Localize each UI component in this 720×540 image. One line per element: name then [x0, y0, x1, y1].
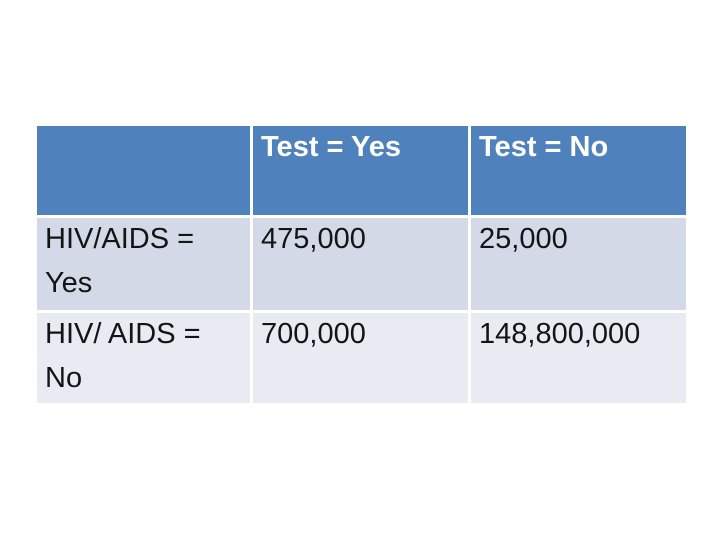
cell-hiv-yes-test-no: 25,000 — [471, 218, 686, 310]
row-header-hiv-yes: HIV/AIDS = Yes — [37, 218, 250, 310]
header-cell-empty — [37, 126, 250, 215]
cell-hiv-yes-test-yes: 475,000 — [253, 218, 468, 310]
row-header-hiv-no: HIV/ AIDS = No — [37, 313, 250, 403]
cell-hiv-no-test-no: 148,800,000 — [471, 313, 686, 403]
header-cell-test-no: Test = No — [471, 126, 686, 215]
contingency-table: Test = Yes Test = No HIV/AIDS = Yes 475,… — [37, 126, 686, 403]
cell-hiv-no-test-yes: 700,000 — [253, 313, 468, 403]
header-cell-test-yes: Test = Yes — [253, 126, 468, 215]
